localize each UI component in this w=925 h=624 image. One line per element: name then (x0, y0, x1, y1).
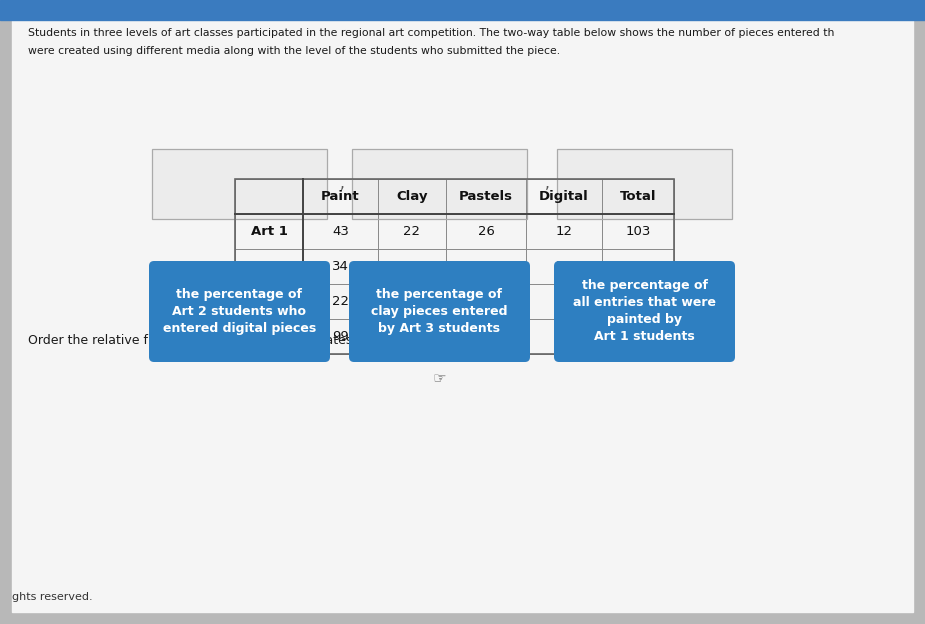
Text: 99: 99 (332, 330, 349, 343)
Text: 24: 24 (556, 260, 573, 273)
FancyBboxPatch shape (149, 261, 330, 362)
Text: ,: , (545, 177, 549, 192)
Text: Digital: Digital (539, 190, 589, 203)
Text: 22: 22 (332, 295, 349, 308)
Text: 18: 18 (477, 295, 495, 308)
Text: 37: 37 (403, 260, 421, 273)
Text: ,: , (339, 177, 344, 192)
Text: Paint: Paint (321, 190, 360, 203)
Text: Pastels: Pastels (459, 190, 513, 203)
Bar (152, 149, 327, 219)
Bar (557, 149, 732, 219)
Text: 58: 58 (477, 330, 495, 343)
Text: 64: 64 (556, 330, 573, 343)
Text: Art 1: Art 1 (251, 225, 288, 238)
Text: Total: Total (620, 190, 656, 203)
Text: ☞: ☞ (433, 371, 446, 386)
Text: the percentage of
clay pieces entered
by Art 3 students: the percentage of clay pieces entered by… (371, 288, 508, 335)
Text: Clay: Clay (396, 190, 427, 203)
Text: 88: 88 (630, 295, 647, 308)
Text: ghts reserved.: ghts reserved. (12, 592, 92, 602)
Text: 12: 12 (556, 225, 573, 238)
Text: Students in three levels of art classes participated in the regional art competi: Students in three levels of art classes … (28, 28, 834, 38)
Text: 26: 26 (477, 225, 495, 238)
Text: Order the relative frequencies from least to greatest.: Order the relative frequencies from leas… (28, 334, 362, 347)
Bar (352, 149, 527, 219)
Bar (0, 0, 925, 20)
Text: the percentage of
all entries that were
painted by
Art 1 students: the percentage of all entries that were … (573, 280, 716, 343)
Bar (152, 149, 327, 219)
Text: were created using different media along with the level of the students who subm: were created using different media along… (28, 46, 561, 56)
FancyBboxPatch shape (554, 261, 735, 362)
Text: the percentage of
Art 2 students who
entered digital pieces: the percentage of Art 2 students who ent… (163, 288, 316, 335)
Text: 79: 79 (403, 330, 421, 343)
Text: 14: 14 (477, 260, 495, 273)
Bar (557, 149, 732, 219)
Text: Total: Total (251, 330, 288, 343)
Text: 43: 43 (332, 225, 349, 238)
Text: 103: 103 (625, 225, 650, 238)
Text: 22: 22 (403, 225, 421, 238)
Text: Art 2: Art 2 (251, 260, 288, 273)
Text: 34: 34 (332, 260, 349, 273)
FancyBboxPatch shape (349, 261, 530, 362)
Text: 20: 20 (403, 295, 421, 308)
Text: 109: 109 (625, 260, 650, 273)
Text: Art 3: Art 3 (251, 295, 288, 308)
Bar (352, 149, 527, 219)
Text: 28: 28 (556, 295, 573, 308)
Bar (235, 179, 674, 354)
Text: 300: 300 (625, 330, 650, 343)
